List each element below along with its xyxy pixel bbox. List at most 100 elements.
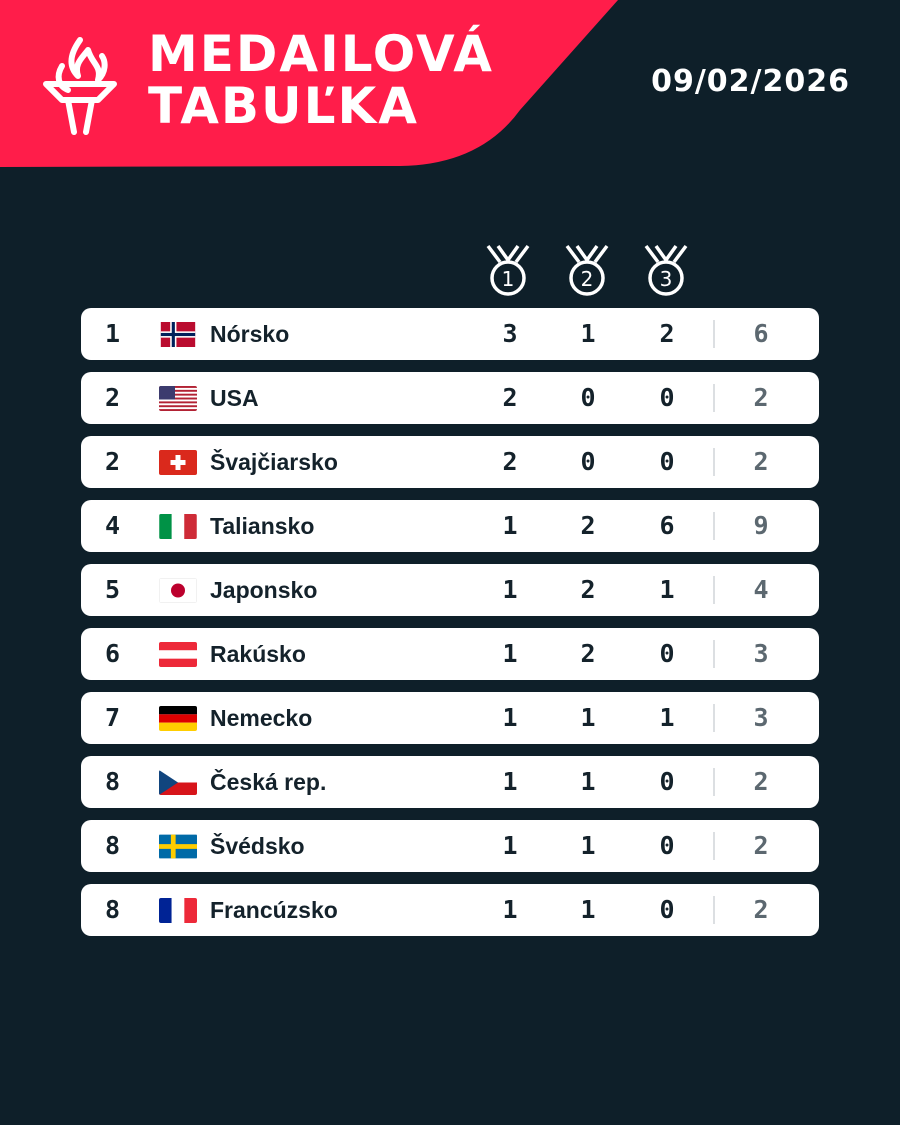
total-count: 2 [753,447,769,476]
divider [713,512,715,540]
germany-flag-icon [159,706,197,731]
table-row: 7 Nemecko 1 1 1 3 [81,692,819,744]
table-row: 8 Švédsko 1 1 0 2 [81,820,819,872]
silver-count: 0 [580,383,596,412]
page-title: MEDAILOVÁ TABUĽKA [148,28,494,132]
austria-flag-icon [159,642,197,667]
sweden-flag-icon [159,834,197,859]
bronze-medal-icon: 3 [644,244,688,296]
total-count: 2 [753,767,769,796]
table-row: 8 Francúzsko 1 1 0 2 [81,884,819,936]
gold-count: 1 [502,831,518,860]
table-row: 4 Taliansko 1 2 6 9 [81,500,819,552]
medal-label: 2 [581,267,594,291]
country-name: Nemecko [210,705,313,731]
gold-count: 2 [502,383,518,412]
bronze-count: 6 [659,511,675,540]
title-line-1: MEDAILOVÁ [148,25,494,83]
divider [713,448,715,476]
divider [713,320,715,348]
bronze-count: 1 [659,703,675,732]
divider [713,832,715,860]
rank: 6 [105,639,121,668]
italy-flag-icon [159,514,197,539]
total-count: 2 [753,383,769,412]
table-row: 8 Česká rep. 1 1 0 2 [81,756,819,808]
bronze-count: 0 [659,895,675,924]
total-count: 2 [753,831,769,860]
country-name: Česká rep. [210,769,327,795]
country-name: Rakúsko [210,641,306,667]
divider [713,768,715,796]
divider [713,896,715,924]
table-row: 2 USA 2 0 0 2 [81,372,819,424]
silver-count: 1 [580,767,596,796]
total-count: 3 [753,639,769,668]
table-row: 6 Rakúsko 1 2 0 3 [81,628,819,680]
date-label: 09/02/2026 [651,64,850,99]
france-flag-icon [159,898,197,923]
rank: 8 [105,895,121,924]
country-name: Taliansko [210,513,315,539]
rank: 2 [105,383,121,412]
silver-count: 1 [580,319,596,348]
rank: 1 [105,319,121,348]
country-name: Francúzsko [210,897,338,923]
silver-count: 0 [580,447,596,476]
japan-flag-icon [159,578,197,603]
rank: 5 [105,575,121,604]
silver-count: 1 [580,895,596,924]
country-name: Švédsko [210,833,305,859]
rank: 4 [105,511,121,540]
total-count: 6 [753,319,769,348]
bronze-count: 0 [659,831,675,860]
gold-count: 1 [502,575,518,604]
rank: 7 [105,703,121,732]
divider [713,640,715,668]
silver-count: 2 [580,575,596,604]
bronze-count: 1 [659,575,675,604]
silver-count: 2 [580,511,596,540]
gold-count: 1 [502,767,518,796]
gold-medal-icon: 1 [486,244,530,296]
bronze-count: 0 [659,447,675,476]
usa-flag-icon [159,386,197,411]
switzerland-flag-icon [159,450,197,475]
medal-label: 3 [660,267,673,291]
gold-count: 3 [502,319,518,348]
torch-icon [43,37,117,135]
total-count: 9 [753,511,769,540]
silver-count: 1 [580,831,596,860]
total-count: 2 [753,895,769,924]
divider [713,384,715,412]
country-name: USA [210,385,259,411]
table-row: 1 Nórsko 3 1 2 6 [81,308,819,360]
country-name: Švajčiarsko [210,449,338,475]
bronze-count: 0 [659,639,675,668]
total-count: 4 [753,575,769,604]
gold-count: 1 [502,511,518,540]
czech-flag-icon [159,770,197,795]
gold-count: 2 [502,447,518,476]
rank: 2 [105,447,121,476]
country-name: Japonsko [210,577,318,603]
table-row: 2 Švajčiarsko 2 0 0 2 [81,436,819,488]
country-name: Nórsko [210,321,290,347]
header-banner [0,0,618,167]
gold-count: 1 [502,639,518,668]
gold-count: 1 [502,703,518,732]
bronze-count: 0 [659,383,675,412]
bronze-count: 2 [659,319,675,348]
silver-count: 2 [580,639,596,668]
divider [713,704,715,732]
silver-medal-icon: 2 [565,244,609,296]
gold-count: 1 [502,895,518,924]
medal-label: 1 [502,267,515,291]
rank: 8 [105,831,121,860]
title-line-2: TABUĽKA [148,77,419,135]
rank: 8 [105,767,121,796]
divider [713,576,715,604]
table-row: 5 Japonsko 1 2 1 4 [81,564,819,616]
silver-count: 1 [580,703,596,732]
bronze-count: 0 [659,767,675,796]
